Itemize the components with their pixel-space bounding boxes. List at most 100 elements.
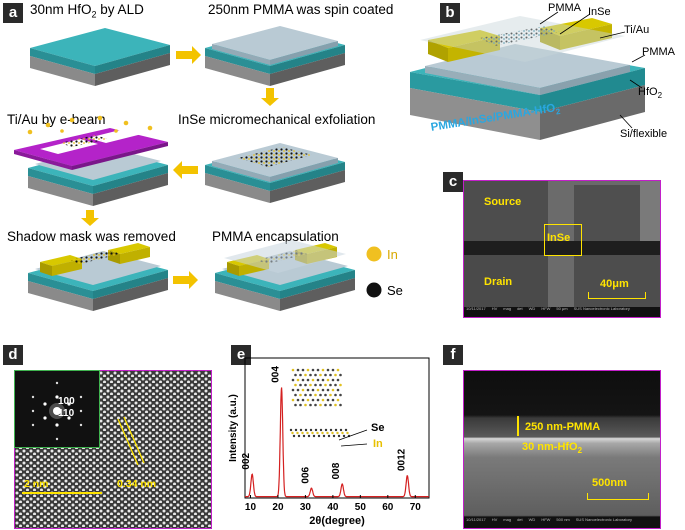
- crystal-layer-dot: [312, 434, 316, 438]
- crystal-layer-dot: [326, 431, 329, 435]
- panel-c-letter: c: [443, 172, 463, 192]
- saed-inset: [14, 370, 100, 448]
- crystal-atom-dot: [304, 383, 307, 387]
- crystal-layer-dot: [317, 434, 321, 438]
- step4-label: Ti/Au by e-beam: [7, 112, 106, 127]
- crystal-atom-dot: [306, 388, 310, 392]
- label-pmma-top: PMMA: [548, 2, 581, 14]
- crystal-atom-dot: [291, 378, 295, 382]
- crystal-layer-dot: [291, 431, 294, 435]
- crystal-atom-dot: [314, 393, 317, 397]
- crystal-atom-dot: [311, 368, 315, 372]
- se-atom-icon: [366, 282, 382, 298]
- xrd-peak-label: 008: [331, 462, 342, 479]
- inse-box: [544, 224, 582, 256]
- crystal-layer-dot: [337, 434, 341, 438]
- crystal-layer-dot: [329, 428, 333, 432]
- footer-c-2: mag: [503, 306, 512, 311]
- scale-bar-d: [22, 492, 102, 494]
- crystal-atom-dot: [299, 393, 302, 397]
- crystal-atom-dot: [304, 403, 307, 407]
- panel-f-letter: f: [443, 345, 463, 365]
- crystal-atom-dot: [306, 378, 310, 382]
- crystal-atom-dot: [324, 373, 327, 377]
- crystal-atom-dot: [309, 393, 312, 397]
- crystal-layer-dot: [294, 428, 298, 432]
- crystal-atom-dot: [336, 388, 340, 392]
- sem-image-f-drawing: [464, 371, 660, 528]
- crystal-layer-dot: [302, 434, 306, 438]
- xrd-tick-label: 60: [382, 502, 394, 513]
- pmma-thickness-marker: [517, 416, 519, 436]
- crystal-layer-dot: [321, 431, 324, 435]
- footer-f-6: 500 nm: [556, 517, 570, 522]
- crystal-atom-dot: [299, 373, 302, 377]
- xrd-tick-label: 50: [355, 502, 367, 513]
- crystal-atom-dot: [316, 398, 320, 402]
- crystal-atom-dot: [324, 393, 327, 397]
- label-hfo2: HfO2: [638, 86, 663, 101]
- crystal-atom-dot: [304, 373, 307, 377]
- label-hfo2-f: 30 nm-HfO2: [522, 441, 583, 456]
- panel-e: e 10 20 30 40 50 60 70 002 004 006 008 0012 2θ(deg…: [215, 340, 435, 530]
- crystal-atom-dot: [301, 398, 305, 402]
- footer-f-1: HV: [491, 517, 498, 522]
- crystal-atom-dot: [336, 378, 340, 382]
- crystal-atom-dot: [339, 393, 342, 397]
- crystal-atom-dot: [291, 388, 295, 392]
- crystal-layer-dot: [301, 431, 304, 435]
- xrd-tick-label: 70: [410, 502, 422, 513]
- crystal-layer-dot: [341, 431, 344, 435]
- step3-stack: [205, 143, 345, 203]
- xrd-tick-label: 10: [245, 502, 257, 513]
- saed-pattern: [31, 381, 83, 441]
- label-si: Si/flexible: [620, 128, 668, 140]
- label-in-e: In: [373, 438, 383, 450]
- sem-image-c-drawing: [464, 181, 660, 317]
- label-drain: Drain: [484, 276, 513, 288]
- crystal-atom-dot: [314, 383, 317, 387]
- xrd-peak-label-group: 002 004 006 008 0012: [241, 366, 407, 484]
- crystal-layer-dot: [304, 428, 308, 432]
- panel-a: a 30nm HfO2 by ALD 250nm PMMA was spin c…: [0, 0, 403, 320]
- step1-label: 30nm HfO2 by ALD: [30, 2, 144, 20]
- step6-stack: [215, 240, 355, 311]
- panel-b-letter: b: [440, 3, 460, 23]
- crystal-atom-dot: [334, 373, 337, 377]
- crystal-atom-dot: [316, 368, 320, 372]
- crystal-layer-dot: [307, 434, 311, 438]
- step5-label: Shadow mask was removed: [7, 229, 176, 244]
- footer-f-0: 10/11/2017: [466, 517, 486, 522]
- label-pmma-side: PMMA: [642, 46, 675, 58]
- step5-stack: [28, 243, 168, 311]
- crystal-inset: [289, 368, 351, 438]
- crystal-layer-dot: [309, 428, 313, 432]
- crystal-atom-dot: [331, 388, 335, 392]
- xrd-peak-label: 006: [300, 466, 311, 483]
- crystal-layer-dot: [324, 428, 328, 432]
- crystal-atom-dot: [309, 373, 312, 377]
- spot-100-label: 100: [58, 396, 75, 407]
- footer-c-5: HFW: [541, 306, 551, 311]
- crystal-atom-dot: [331, 368, 335, 372]
- scale-bar-f: [587, 493, 649, 500]
- crystal-layer-dot: [289, 428, 293, 432]
- crystal-atom-dot: [314, 403, 317, 407]
- crystal-layer-dot: [306, 431, 309, 435]
- panel-c: c Source InSe Drain 40μm 10/11/2017 HV m…: [440, 172, 685, 320]
- footer-c-7: SUS Nanoelectronic Laboratory: [573, 306, 630, 311]
- crystal-layer-dot: [322, 434, 326, 438]
- xrd-axes: [244, 357, 430, 499]
- footer-c-0: 10/11/2017: [466, 306, 486, 311]
- crystal-layer-dot: [344, 428, 348, 432]
- crystal-layer-dot: [311, 431, 314, 435]
- footer-f-7: SUS Nanoelectronic Laboratory: [575, 517, 633, 522]
- crystal-atom-dot: [326, 398, 330, 402]
- crystal-atom-dot: [296, 388, 300, 392]
- xrd-tick-group: 10 20 30 40 50 60 70: [245, 495, 421, 513]
- crystal-atom-dot: [321, 368, 325, 372]
- xrd-chart: 10 20 30 40 50 60 70 002 004 006 008 0012 2θ(degre…: [228, 357, 430, 527]
- crystal-layer-dot: [327, 434, 331, 438]
- crystal-atom-dot: [304, 393, 307, 397]
- crystal-layer-dot: [314, 428, 318, 432]
